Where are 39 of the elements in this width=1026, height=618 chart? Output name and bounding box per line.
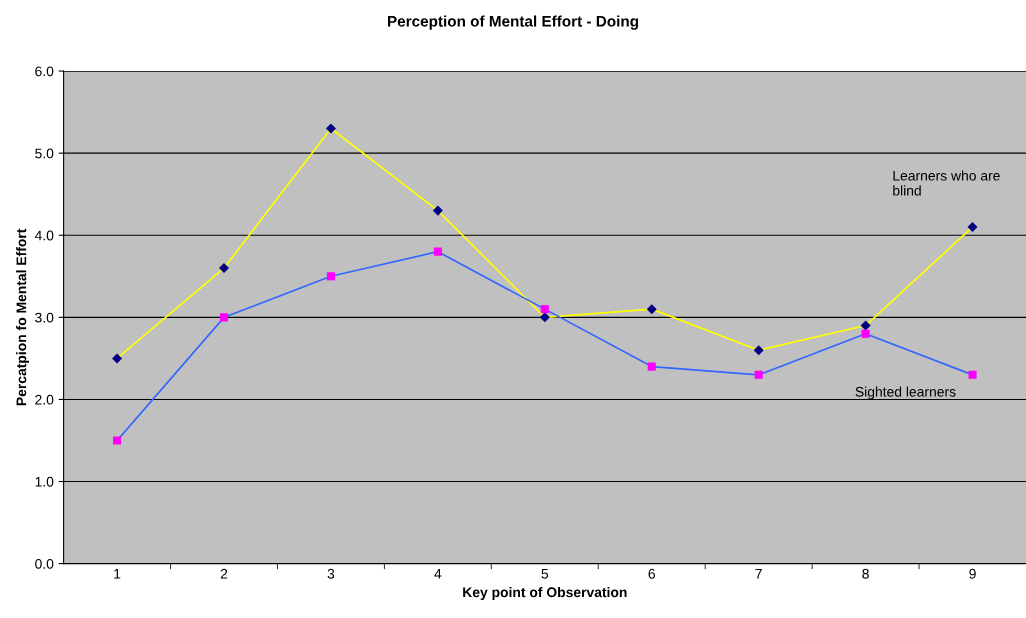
y-tick-label: 6.0 <box>35 66 54 77</box>
x-tick-label: 9 <box>969 568 976 579</box>
point <box>219 263 230 274</box>
chart-title: Perception of Mental Effort - Doing <box>387 15 639 30</box>
point <box>967 222 978 233</box>
point <box>325 123 336 134</box>
point <box>219 313 229 322</box>
series-label: Sighted learners <box>855 386 956 400</box>
point <box>646 304 657 315</box>
point <box>860 320 871 331</box>
x-axis-title: Key point of Observation <box>463 586 627 600</box>
point <box>540 305 549 314</box>
x-tick-label: 4 <box>434 568 442 579</box>
x-tick-label: 1 <box>114 568 121 579</box>
x-tick-label: 8 <box>862 568 869 579</box>
point <box>539 312 550 323</box>
y-tick-label: 5.0 <box>35 148 54 159</box>
y-axis-title: Percatpion fo Mental Effort <box>16 228 30 406</box>
x-tick-label: 7 <box>755 568 762 579</box>
point <box>433 247 442 256</box>
y-tick-label: 2.0 <box>35 394 54 405</box>
y-tick-label: 1.0 <box>35 476 54 487</box>
x-tick-label: 3 <box>327 568 335 579</box>
y-tick-label: 4.0 <box>34 230 54 241</box>
y-tick-label: 3.0 <box>35 312 54 323</box>
point <box>753 345 764 356</box>
point <box>647 362 656 371</box>
point <box>113 436 122 445</box>
text: Learners who are blind <box>893 170 1000 196</box>
x-tick-label: 2 <box>220 568 228 579</box>
point <box>968 370 977 379</box>
point <box>754 370 763 379</box>
point <box>861 329 870 338</box>
point <box>112 353 123 364</box>
x-tick-label: 6 <box>648 568 655 579</box>
point <box>326 272 335 281</box>
point <box>432 205 443 216</box>
x-tick-label: 5 <box>541 568 549 579</box>
y-tick-label: 0.0 <box>35 558 54 569</box>
